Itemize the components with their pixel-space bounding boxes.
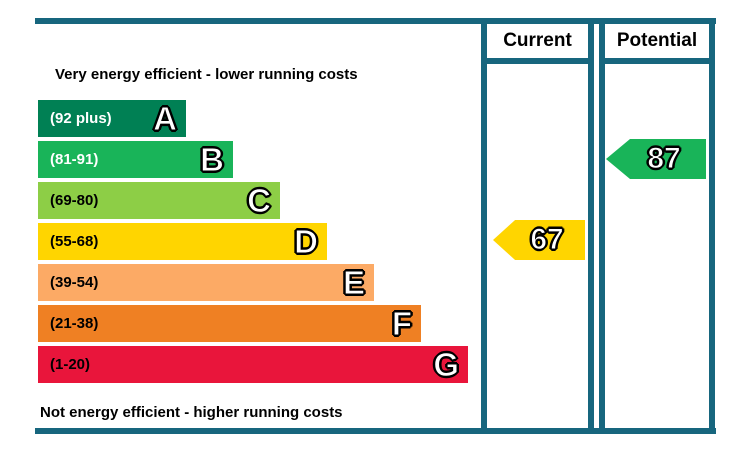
band-f-range: (21-38) bbox=[50, 315, 99, 332]
band-g-letter: G bbox=[433, 346, 460, 384]
current-column-header: Current bbox=[487, 24, 588, 64]
band-a-letter: A bbox=[153, 100, 178, 138]
rating-bands: (92 plus) A (81-91) B (69-80) C (55-68) … bbox=[38, 100, 468, 387]
top-border-line bbox=[35, 18, 716, 24]
potential-column-header: Potential bbox=[605, 24, 709, 64]
band-b: (81-91) B bbox=[38, 141, 233, 179]
bottom-border-line bbox=[35, 428, 716, 434]
current-rating-arrow: 67 bbox=[493, 220, 585, 260]
band-f: (21-38) F bbox=[38, 305, 421, 343]
potential-rating-value: 87 bbox=[647, 142, 681, 176]
band-a-range: (92 plus) bbox=[50, 110, 112, 127]
band-f-letter: F bbox=[391, 305, 412, 343]
band-e-letter: E bbox=[342, 264, 365, 302]
current-rating-value: 67 bbox=[530, 223, 564, 257]
band-d-letter: D bbox=[294, 223, 319, 261]
band-c: (69-80) C bbox=[38, 182, 280, 220]
band-d: (55-68) D bbox=[38, 223, 327, 261]
potential-column: Potential bbox=[599, 24, 715, 428]
band-d-range: (55-68) bbox=[50, 233, 99, 250]
band-c-letter: C bbox=[247, 182, 272, 220]
band-g: (1-20) G bbox=[38, 346, 468, 384]
band-a: (92 plus) A bbox=[38, 100, 186, 138]
band-g-range: (1-20) bbox=[50, 356, 91, 373]
potential-rating-arrow: 87 bbox=[606, 139, 706, 179]
band-e: (39-54) E bbox=[38, 264, 374, 302]
band-e-range: (39-54) bbox=[50, 274, 99, 291]
band-b-range: (81-91) bbox=[50, 151, 99, 168]
caption-top: Very energy efficient - lower running co… bbox=[55, 66, 358, 83]
band-b-letter: B bbox=[200, 141, 225, 179]
caption-bottom: Not energy efficient - higher running co… bbox=[40, 404, 343, 421]
current-column: Current bbox=[481, 24, 594, 428]
band-c-range: (69-80) bbox=[50, 192, 99, 209]
